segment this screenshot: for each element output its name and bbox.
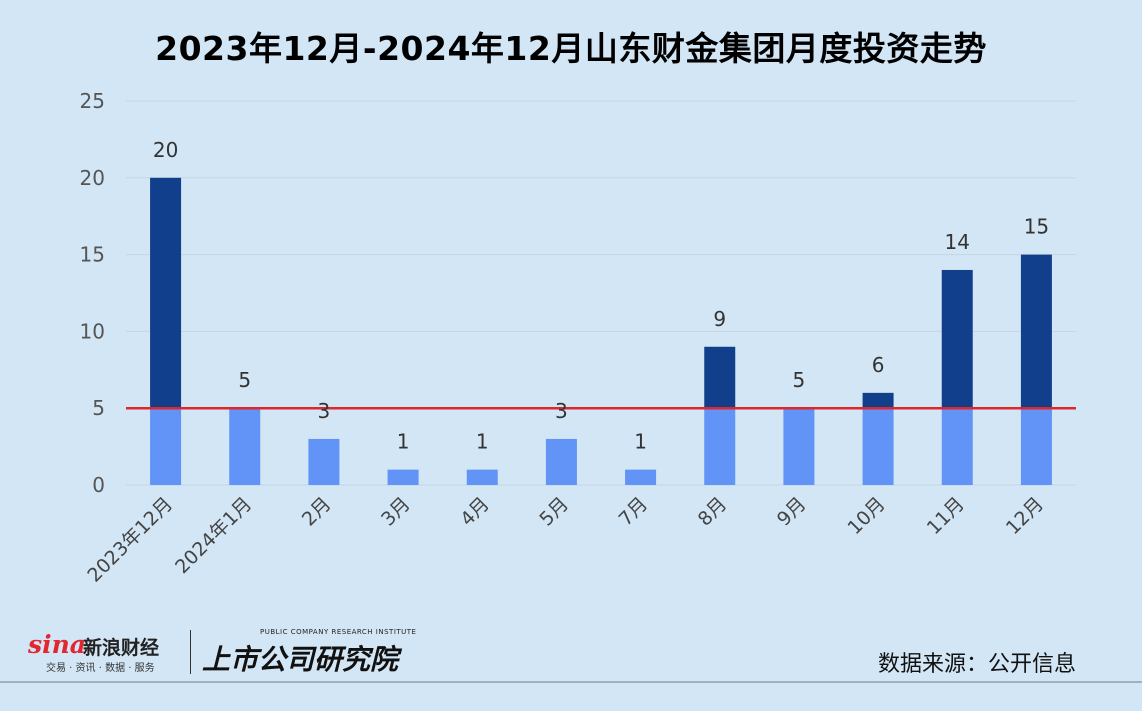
y-tick-label: 25 bbox=[80, 89, 105, 113]
bar-segment-above-reference bbox=[704, 346, 736, 409]
data-label: 1 bbox=[476, 430, 489, 454]
x-tick-label: 12月 bbox=[1002, 493, 1048, 539]
data-label: 20 bbox=[153, 138, 178, 162]
x-tick-label: 2024年1月 bbox=[171, 493, 256, 578]
data-label: 14 bbox=[945, 230, 970, 254]
data-label: 6 bbox=[872, 353, 885, 377]
x-tick-label: 2023年12月 bbox=[83, 493, 177, 587]
research-logo-chinese: 上市公司研究院 bbox=[202, 643, 399, 676]
bar-segment-above-reference bbox=[941, 269, 973, 409]
bar-segment-below-reference bbox=[545, 438, 577, 485]
data-label: 5 bbox=[238, 368, 251, 392]
bar-segment-below-reference bbox=[783, 408, 815, 485]
bar-segment-above-reference bbox=[150, 177, 182, 409]
data-label: 15 bbox=[1024, 215, 1049, 239]
sina-finance-logo: sina 新浪财经 交易 · 资讯 · 数据 · 服务 bbox=[28, 626, 188, 676]
logo-divider bbox=[190, 630, 191, 674]
y-tick-label: 15 bbox=[80, 243, 105, 267]
sina-logo-name: 新浪财经 bbox=[83, 637, 160, 659]
sina-logo-mark: sina bbox=[28, 630, 86, 659]
bar-segment-below-reference bbox=[1020, 408, 1052, 485]
data-labels: 20 5 3 1 1 3 1 9 5 6 14 15 bbox=[153, 138, 1049, 454]
x-tick-label: 9月 bbox=[773, 493, 811, 531]
bar-segment-below-reference bbox=[625, 469, 657, 485]
research-institute-logo: PUBLIC COMPANY RESEARCH INSTITUTE 上市公司研究… bbox=[200, 626, 420, 676]
bar-segment-below-reference bbox=[704, 408, 736, 485]
footer-divider bbox=[0, 681, 1142, 683]
x-tick-label: 5月 bbox=[535, 493, 573, 531]
x-tick-label: 3月 bbox=[377, 493, 415, 531]
bar-segment-below-reference bbox=[862, 408, 894, 485]
data-label: 9 bbox=[713, 307, 726, 331]
x-tick-label: 11月 bbox=[923, 493, 969, 539]
x-tick-label: 4月 bbox=[456, 493, 494, 531]
data-label: 1 bbox=[634, 430, 647, 454]
bar-segment-below-reference bbox=[308, 438, 340, 485]
bar-segment-below-reference bbox=[150, 408, 182, 485]
y-tick-label: 0 bbox=[92, 473, 105, 497]
y-tick-label: 5 bbox=[92, 396, 105, 420]
data-label: 5 bbox=[793, 368, 806, 392]
y-tick-label: 20 bbox=[80, 166, 105, 190]
bar-segment-above-reference bbox=[1020, 254, 1052, 409]
data-label: 1 bbox=[397, 430, 410, 454]
grid-lines bbox=[126, 100, 1076, 486]
x-tick-label: 7月 bbox=[615, 493, 653, 531]
chart-title: 2023年12月-2024年12月山东财金集团月度投资走势 bbox=[155, 29, 987, 68]
bar-segment-below-reference bbox=[466, 469, 498, 485]
data-source-note: 数据来源：公开信息 bbox=[878, 652, 1077, 677]
research-logo-english: PUBLIC COMPANY RESEARCH INSTITUTE bbox=[260, 628, 417, 636]
bar-segment-below-reference bbox=[941, 408, 973, 485]
x-tick-label: 10月 bbox=[844, 493, 890, 539]
y-axis-ticks: 0 5 10 15 20 25 bbox=[80, 89, 105, 497]
bar-segment-below-reference bbox=[387, 469, 419, 485]
x-tick-label: 8月 bbox=[694, 493, 732, 531]
y-tick-label: 10 bbox=[80, 319, 105, 343]
data-label: 3 bbox=[555, 399, 568, 423]
bars bbox=[150, 177, 1052, 485]
bar-segment-above-reference bbox=[862, 392, 894, 409]
sina-logo-tagline: 交易 · 资讯 · 数据 · 服务 bbox=[46, 663, 155, 674]
data-label: 3 bbox=[318, 399, 331, 423]
bar-segment-below-reference bbox=[229, 408, 261, 485]
x-tick-label: 2月 bbox=[298, 493, 336, 531]
